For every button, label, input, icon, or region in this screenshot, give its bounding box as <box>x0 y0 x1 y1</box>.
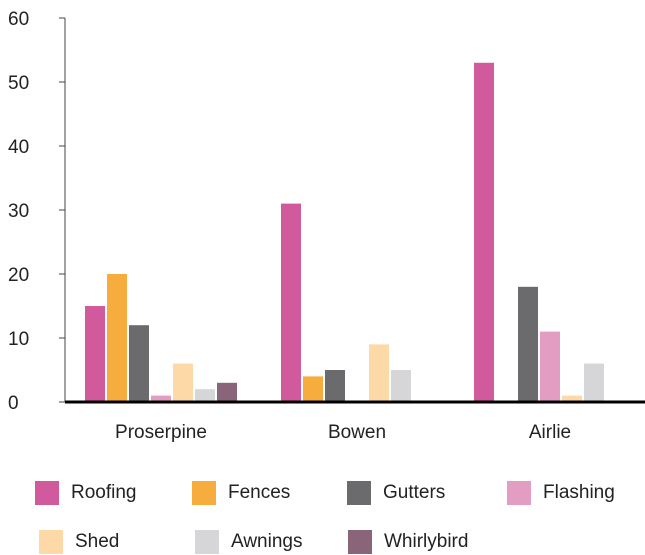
bar-fences-proserpine <box>107 274 127 402</box>
bar-whirlybird-proserpine <box>217 382 237 402</box>
bar-shed-proserpine <box>173 363 193 402</box>
x-axis: Proserpine Bowen Airlie <box>65 400 645 443</box>
y-tick-label: 60 <box>8 9 29 30</box>
x-category-label: Airlie <box>529 422 571 443</box>
x-category-label: Proserpine <box>115 422 207 443</box>
bar-roofing-proserpine <box>85 306 105 402</box>
bar-flashing-airlie <box>540 331 560 402</box>
bar-awnings-airlie <box>584 363 604 402</box>
y-tick-label: 0 <box>8 393 19 414</box>
bar-gutters-airlie <box>518 286 538 402</box>
y-tick-label: 40 <box>8 137 29 158</box>
x-category-label: Bowen <box>328 422 386 443</box>
bar-awnings-bowen <box>391 370 411 402</box>
bar-roofing-airlie <box>474 62 494 403</box>
bar-fences-bowen <box>303 376 323 402</box>
y-tick-label: 10 <box>8 329 29 350</box>
bar-awnings-proserpine <box>195 389 215 402</box>
bar-gutters-proserpine <box>129 325 149 402</box>
bar-roofing-bowen <box>281 203 301 402</box>
bars <box>85 62 626 403</box>
bar-flashing-proserpine <box>151 395 171 402</box>
y-tick-label: 30 <box>8 201 29 222</box>
y-axis: 0 10 20 30 40 50 60 <box>8 9 66 414</box>
bar-shed-bowen <box>369 344 389 402</box>
bar-gutters-bowen <box>325 370 345 402</box>
y-tick-label: 20 <box>8 265 29 286</box>
y-tick-label: 50 <box>8 73 29 94</box>
bar-shed-airlie <box>562 395 582 402</box>
